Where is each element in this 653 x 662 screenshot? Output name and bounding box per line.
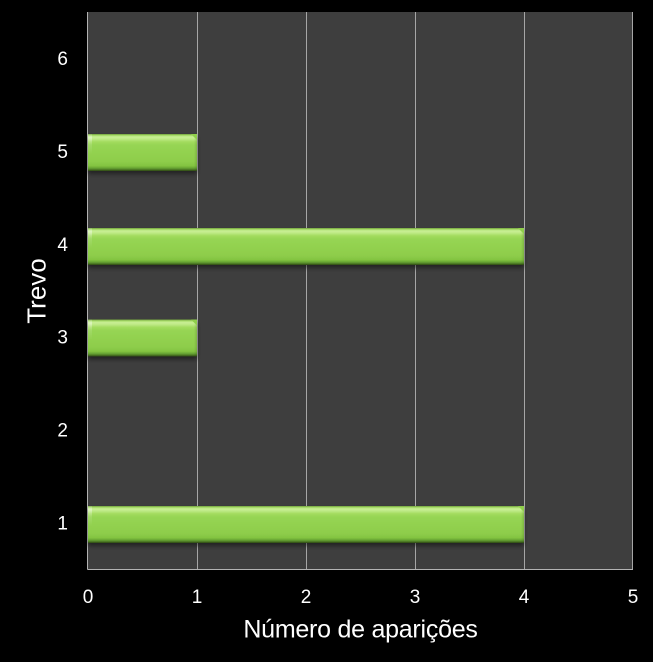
svg-text:Número de aparições: Número de aparições: [243, 616, 477, 644]
svg-text:3: 3: [410, 587, 421, 608]
svg-text:4: 4: [519, 587, 530, 608]
svg-text:2: 2: [301, 587, 312, 608]
svg-text:2: 2: [57, 421, 68, 442]
svg-text:5: 5: [57, 142, 68, 163]
svg-text:3: 3: [57, 328, 68, 349]
svg-text:1: 1: [192, 587, 203, 608]
svg-text:5: 5: [628, 587, 639, 608]
svg-text:6: 6: [57, 49, 68, 70]
svg-text:Trevo: Trevo: [21, 258, 51, 324]
svg-text:1: 1: [57, 514, 68, 535]
svg-text:4: 4: [57, 235, 68, 256]
svg-text:0: 0: [83, 587, 94, 608]
